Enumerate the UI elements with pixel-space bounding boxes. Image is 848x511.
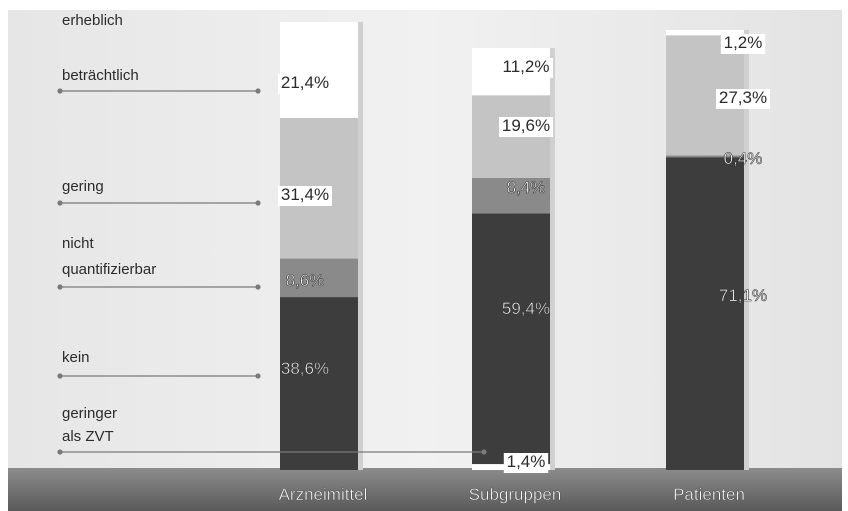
value-label-bg (716, 89, 770, 109)
bar-shadow (744, 30, 749, 470)
legend: erheblich beträchtlich gering nicht quantifi… (57, 12, 487, 455)
legend-entry-geringer-als-zvt-leader-dot-end (481, 449, 487, 455)
bar-patienten-kein (666, 157, 744, 470)
value-label-subgruppen-kein: 59,4% (502, 299, 550, 318)
legend-entry-kein-leader-dot-end (255, 373, 261, 379)
legend-entry-geringer-als-zvt-text: als ZVT (62, 428, 114, 445)
x-axis-tick-labels: Arzneimittel Subgruppen Patienten (278, 485, 745, 505)
value-label-patienten-gering: 27,3% (719, 88, 767, 107)
legend-entry-gering-text: gering (62, 178, 104, 195)
value-label-arzneimittel-beträchtlich: 21,4% (281, 73, 329, 92)
bars-layer (280, 22, 749, 470)
value-label-patienten-nicht-quantifizierbar: 0,4% (724, 149, 763, 168)
legend-entry-kein-text: kein (62, 349, 90, 366)
value-label-bg (503, 453, 549, 473)
legend-entry-nicht-quantifizierbar-text: quantifizierbar (62, 261, 156, 278)
x-tick-label-arzneimittel: Arzneimittel (279, 485, 368, 504)
value-label-arzneimittel-kein: 38,6% (281, 359, 329, 378)
legend-entry-gering-leader-dot-start (57, 200, 63, 206)
value-label-subgruppen-nicht-quantifizierbar: 8,4% (507, 178, 546, 197)
value-label-patienten-beträchtlich: 1,2% (724, 33, 763, 52)
value-label-patienten-kein: 71,1% (719, 286, 767, 305)
bar-shadow (358, 22, 363, 470)
value-label-bg (499, 117, 553, 137)
bar-arzneimittel-kein (280, 297, 358, 470)
chart-floor (8, 468, 842, 511)
legend-entry-erheblich-text: erheblich (62, 12, 123, 29)
bar-shadow (550, 48, 555, 470)
value-label-subgruppen-gering: 19,6% (502, 116, 550, 135)
bar-patienten-nicht-quantifizierbar (666, 155, 744, 158)
legend-entry-gering-leader-dot-end (255, 200, 261, 206)
value-label-bg (278, 74, 332, 94)
x-tick-label-subgruppen: Subgruppen (469, 485, 562, 504)
legend-entry-geringer-als-zvt-leader-dot-start (57, 449, 63, 455)
value-label-bg (720, 34, 766, 54)
legend-entry-nicht-quantifizierbar-leader-dot-start (57, 284, 63, 290)
legend-entry-nicht-quantifizierbar-leader-dot-end (255, 284, 261, 290)
bar-subgruppen-kein (472, 213, 550, 465)
value-label-bg (499, 58, 553, 78)
legend-entry-beträchtlich-text: beträchtlich (62, 67, 139, 84)
bar-patienten-beträchtlich (666, 30, 744, 36)
legend-entry-beträchtlich-leader-dot-start (57, 88, 63, 94)
value-label-bg (278, 186, 332, 206)
value-label-arzneimittel-gering: 31,4% (281, 185, 329, 204)
legend-entry-beträchtlich-leader-dot-end (255, 88, 261, 94)
x-tick-label-patienten: Patienten (673, 485, 745, 504)
value-label-arzneimittel-nicht-quantifizierbar: 8,6% (286, 271, 325, 290)
value-label-subgruppen-beträchtlich: 11,2% (503, 57, 550, 76)
legend-entry-geringer-als-zvt-text: geringer (62, 405, 117, 422)
legend-entry-nicht-quantifizierbar-text: nicht (62, 235, 95, 252)
value-label-subgruppen-geringer-als-zvt: 1,4% (507, 452, 546, 471)
bar-arzneimittel-nicht-quantifizierbar (280, 258, 358, 298)
bar-subgruppen-nicht-quantifizierbar (472, 177, 550, 214)
legend-entry-kein-leader-dot-start (57, 373, 63, 379)
bar-arzneimittel-beträchtlich (280, 22, 358, 118)
value-labels-layer: 38,6% 8,6% 31,4% 21,4% 1,4% 59,4% 8,4% 19,6% 11,… (278, 33, 770, 473)
